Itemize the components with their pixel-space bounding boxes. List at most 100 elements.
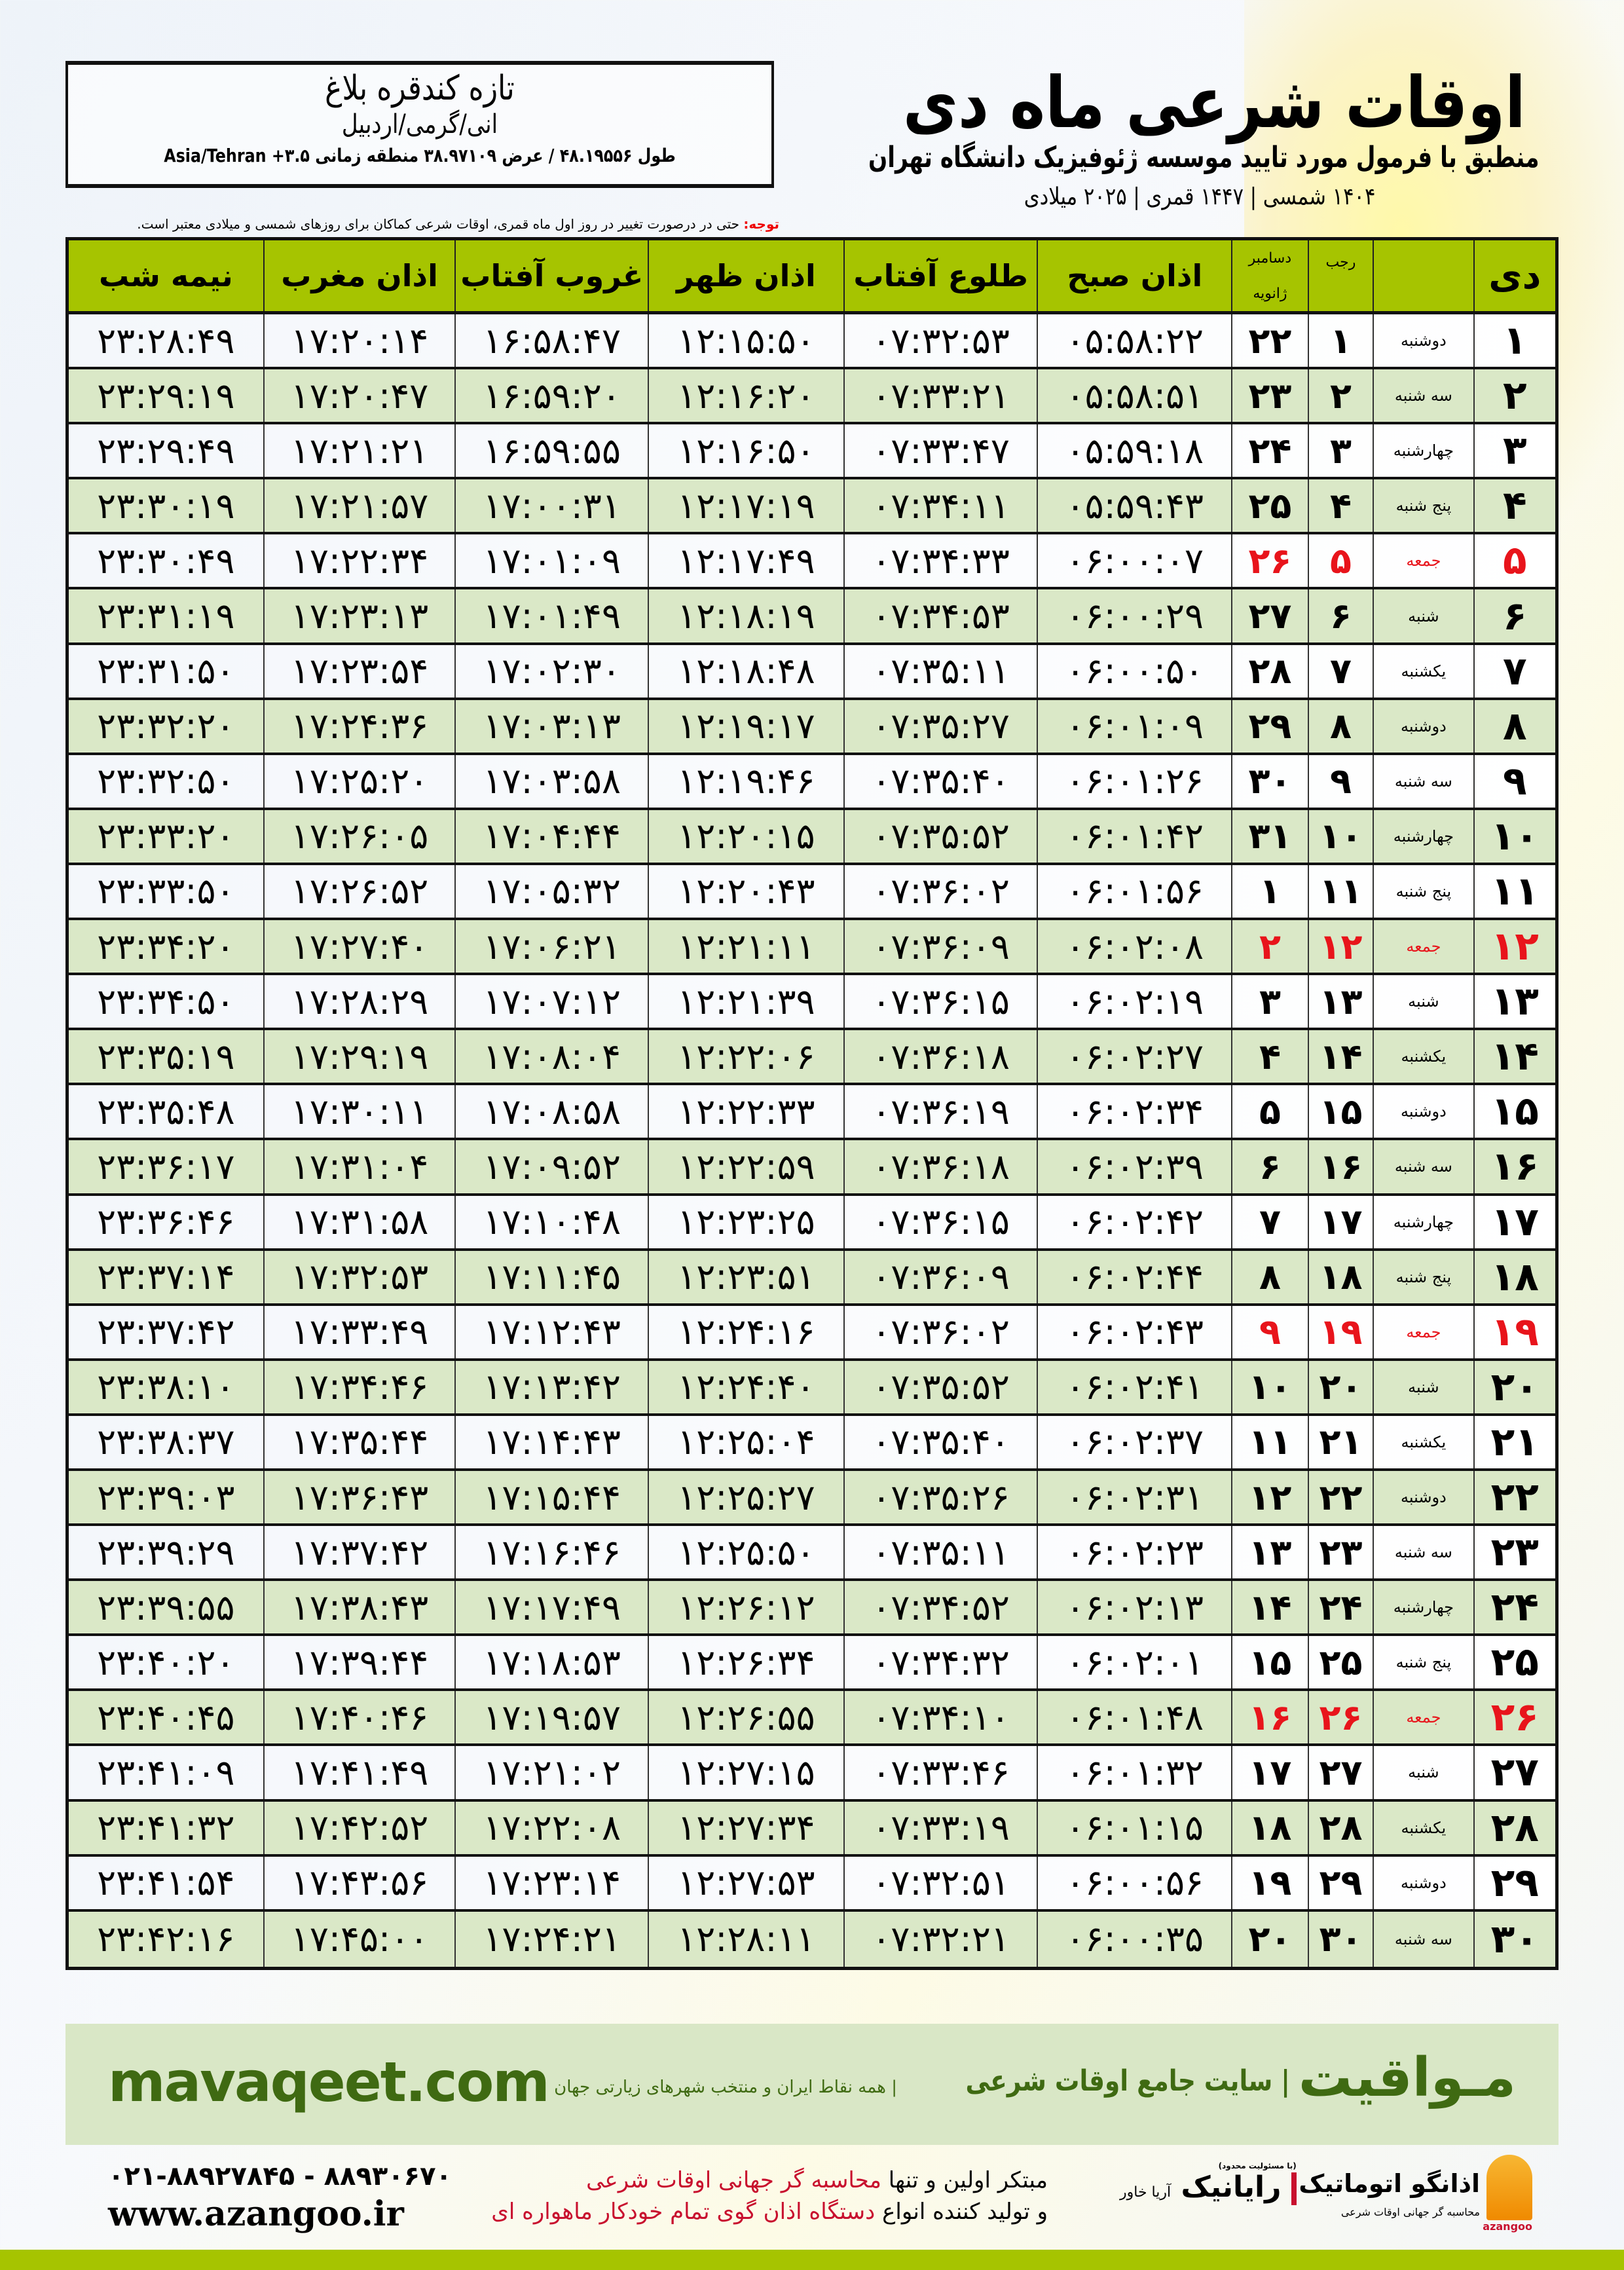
cell-weekday: چهارشنبه — [1373, 809, 1473, 863]
cell-rajab: ۱۸ — [1307, 1250, 1373, 1303]
cell-midnight: ۲۳:۳۹:۰۳ — [97, 1476, 235, 1518]
cell-weekday: سه شنبه — [1373, 754, 1473, 808]
cell-day: ۸ — [1473, 699, 1555, 753]
cell-sunrise: ۰۷:۳۲:۵۱ — [843, 1856, 1037, 1909]
cell-sunrise: ۰۷:۳۶:۱۹ — [843, 1085, 1037, 1138]
cell-gregorian: ۹ — [1231, 1305, 1307, 1358]
cell-midnight: ۲۳:۳۰:۱۹ — [97, 485, 235, 527]
table-row: ۱۶ سه شنبه ۱۶ ۶ ۰۶:۰۲:۳۹ ۰۷:۳۶:۱۸ ۱۲:۲۲:۵۹ ۱۷:۰… — [69, 1140, 1555, 1196]
cell-fajr: ۰۶:۰۲:۳۷ — [1037, 1415, 1231, 1468]
mavaqeet-tagline: | سایت جامع اوقات شرعی — [965, 2064, 1290, 2098]
table-row: ۸ دوشنبه ۸ ۲۹ ۰۶:۰۱:۰۹ ۰۷:۳۵:۲۷ ۱۲:۱۹:۱۷ ۱۷:۰۳:… — [69, 699, 1555, 755]
cell-sunrise: ۰۷:۳۲:۲۱ — [843, 1911, 1037, 1967]
cell-dhuhr: ۱۲:۲۸:۱۱ — [648, 1911, 843, 1967]
cell-weekday: شنبه — [1373, 1360, 1473, 1413]
cell-midnight: ۲۳:۳۰:۴۹ — [97, 540, 235, 582]
cell-sunrise: ۰۷:۳۶:۱۸ — [843, 1030, 1037, 1083]
cell-fajr: ۰۶:۰۰:۲۹ — [1037, 589, 1231, 642]
table-row: ۱۳ شنبه ۱۳ ۳ ۰۶:۰۲:۱۹ ۰۷:۳۶:۱۵ ۱۲:۲۱:۳۹ ۱۷:۰۷:۱… — [69, 975, 1555, 1031]
cell-sunrise: ۰۷:۳۵:۱۱ — [843, 644, 1037, 698]
cell-sunset: ۱۶:۵۸:۴۷ — [454, 314, 648, 367]
cell-maghrib: ۱۷:۳۱:۵۸ — [263, 1195, 455, 1248]
cell-sunrise: ۰۷:۳۴:۳۳ — [843, 534, 1037, 587]
cell-dhuhr: ۱۲:۲۶:۵۵ — [648, 1691, 843, 1744]
cell-gregorian: ۱۹ — [1231, 1856, 1307, 1909]
cell-maghrib: ۱۷:۲۲:۳۴ — [263, 534, 455, 587]
cell-dhuhr: ۱۲:۱۸:۴۸ — [648, 644, 843, 698]
cell-day: ۲۳ — [1473, 1526, 1555, 1579]
cell-weekday: جمعه — [1373, 534, 1473, 587]
cell-day: ۲۵ — [1473, 1636, 1555, 1689]
cell-sunrise: ۰۷:۳۶:۱۸ — [843, 1140, 1037, 1193]
azangoo-url[interactable]: www.azangoo.ir — [108, 2194, 404, 2234]
cell-dhuhr: ۱۲:۲۶:۱۲ — [648, 1581, 843, 1634]
cell-sunrise: ۰۷:۳۶:۱۵ — [843, 975, 1037, 1028]
cell-gregorian: ۲۰ — [1231, 1911, 1307, 1967]
cell-gregorian: ۱۲ — [1231, 1470, 1307, 1524]
cell-maghrib: ۱۷:۲۳:۱۳ — [263, 589, 455, 642]
cell-gregorian: ۲۳ — [1231, 369, 1307, 422]
cell-sunset: ۱۷:۱۱:۴۵ — [454, 1250, 648, 1303]
cell-midnight: ۲۳:۳۳:۲۰ — [97, 815, 235, 857]
col-header-dhuhr: اذان ظهر — [648, 240, 843, 311]
cell-sunset: ۱۷:۰۴:۴۴ — [454, 809, 648, 863]
cell-dhuhr: ۱۲:۲۵:۵۰ — [648, 1526, 843, 1579]
cell-weekday: جمعه — [1373, 1305, 1473, 1358]
cell-sunset: ۱۶:۵۹:۲۰ — [454, 369, 648, 422]
cell-rajab: ۱۱ — [1307, 865, 1373, 918]
slogan: مبتکر اولین و تنها محاسبه گر جهانی اوقات… — [485, 2165, 1048, 2227]
cell-sunset: ۱۷:۱۷:۴۹ — [454, 1581, 648, 1634]
cell-weekday: دوشنبه — [1373, 1470, 1473, 1524]
cell-midnight: ۲۳:۴۰:۴۵ — [97, 1696, 235, 1738]
cell-gregorian: ۳۱ — [1231, 809, 1307, 863]
cell-dhuhr: ۱۲:۲۳:۲۵ — [648, 1195, 843, 1248]
cell-midnight: ۲۳:۴۲:۱۶ — [97, 1918, 235, 1960]
table-row: ۲۳ سه شنبه ۲۳ ۱۳ ۰۶:۰۲:۲۳ ۰۷:۳۵:۱۱ ۱۲:۲۵:۵۰ ۱۷:… — [69, 1526, 1555, 1582]
cell-weekday: پنج شنبه — [1373, 1636, 1473, 1689]
cell-midnight: ۲۳:۲۹:۴۹ — [97, 430, 235, 472]
cell-maghrib: ۱۷:۲۶:۰۵ — [263, 809, 455, 863]
cell-dhuhr: ۱۲:۱۶:۵۰ — [648, 424, 843, 477]
cell-midnight: ۲۳:۴۱:۰۹ — [97, 1751, 235, 1793]
cell-rajab: ۲۰ — [1307, 1360, 1373, 1413]
cell-rajab: ۷ — [1307, 644, 1373, 698]
cell-fajr: ۰۶:۰۲:۳۹ — [1037, 1140, 1231, 1193]
cell-rajab: ۴ — [1307, 479, 1373, 532]
slogan-2a: و تولید کننده انواع — [875, 2199, 1048, 2225]
cell-day: ۱۲ — [1473, 920, 1555, 973]
cell-dhuhr: ۱۲:۲۴:۱۶ — [648, 1305, 843, 1358]
cell-midnight: ۲۳:۳۲:۵۰ — [97, 760, 235, 802]
cell-sunrise: ۰۷:۳۳:۴۷ — [843, 424, 1037, 477]
col-header-fajr: اذان صبح — [1037, 240, 1231, 311]
cell-dhuhr: ۱۲:۱۹:۱۷ — [648, 699, 843, 753]
cell-fajr: ۰۶:۰۱:۴۲ — [1037, 809, 1231, 863]
cell-sunset: ۱۷:۰۶:۲۱ — [454, 920, 648, 973]
table-row: ۱۵ دوشنبه ۱۵ ۵ ۰۶:۰۲:۳۴ ۰۷:۳۶:۱۹ ۱۲:۲۲:۳۳ ۱۷:۰۸… — [69, 1085, 1555, 1141]
cell-weekday: پنج شنبه — [1373, 479, 1473, 532]
col-header-sunrise: طلوع آفتاب — [843, 240, 1037, 311]
cell-dhuhr: ۱۲:۲۵:۰۴ — [648, 1415, 843, 1468]
table-row: ۲۸ یکشنبه ۲۸ ۱۸ ۰۶:۰۱:۱۵ ۰۷:۳۳:۱۹ ۱۲:۲۷:۳۴ ۱۷:۲… — [69, 1801, 1555, 1857]
mavaqeet-logo: مـواقیت — [1298, 2047, 1516, 2109]
cell-dhuhr: ۱۲:۱۷:۴۹ — [648, 534, 843, 587]
cell-day: ۱۱ — [1473, 865, 1555, 918]
cell-gregorian: ۱۷ — [1231, 1746, 1307, 1799]
cell-fajr: ۰۶:۰۱:۵۶ — [1037, 865, 1231, 918]
cell-day: ۱۹ — [1473, 1305, 1555, 1358]
mavaqeet-url[interactable]: mavaqeet.com — [108, 2050, 550, 2114]
cell-dhuhr: ۱۲:۲۲:۰۶ — [648, 1030, 843, 1083]
cell-sunrise: ۰۷:۳۵:۵۲ — [843, 809, 1037, 863]
cell-dhuhr: ۱۲:۲۷:۳۴ — [648, 1801, 843, 1854]
cell-rajab: ۱۶ — [1307, 1140, 1373, 1193]
cell-day: ۱۴ — [1473, 1030, 1555, 1083]
cell-dhuhr: ۱۲:۲۰:۱۵ — [648, 809, 843, 863]
cell-maghrib: ۱۷:۲۵:۲۰ — [263, 754, 455, 808]
azangoo-sub: محاسبه گر جهانی اوقات شرعی — [1340, 2206, 1480, 2218]
location-name: تازه کندقره بلاغ — [325, 69, 515, 108]
phone-numbers: ۰۲۱-۸۸۹۲۷۸۴۵ - ۸۸۹۳۰۶۷۰ — [108, 2161, 452, 2191]
slogan-1b: محاسبه گر جهانی اوقات شرعی — [586, 2167, 881, 2193]
cell-weekday: دوشنبه — [1373, 699, 1473, 753]
cell-weekday: شنبه — [1373, 975, 1473, 1028]
december-label: دسامبر — [1248, 250, 1292, 267]
cell-fajr: ۰۶:۰۱:۴۸ — [1037, 1691, 1231, 1744]
